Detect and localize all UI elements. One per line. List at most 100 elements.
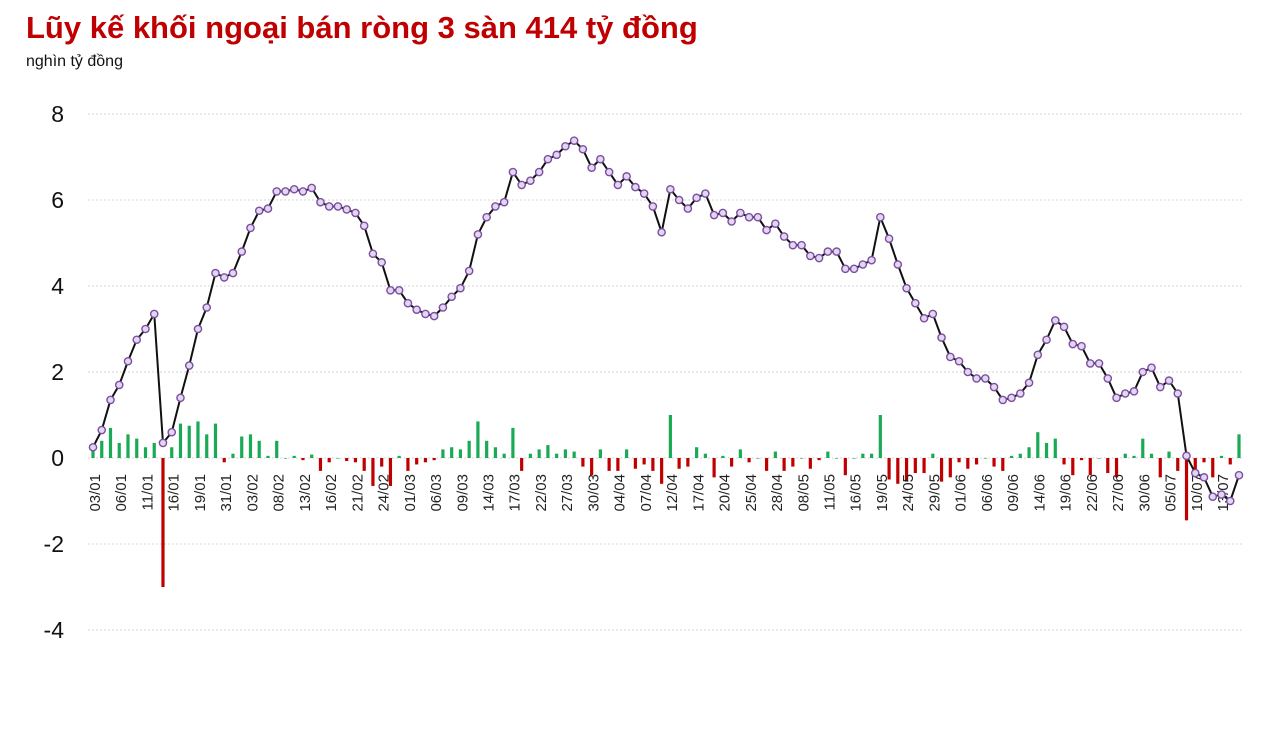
- cumulative-point: [211, 268, 220, 278]
- net-buy-bar: [117, 442, 121, 458]
- cumulative-point: [919, 313, 929, 323]
- cumulative-point: [771, 219, 780, 228]
- cumulative-point: [989, 382, 999, 392]
- net-sell-bar: [712, 458, 716, 478]
- cumulative-point: [701, 189, 710, 198]
- cumulative-point: [394, 285, 404, 295]
- cumulative-point: [596, 154, 605, 164]
- net-sell-bar: [1071, 458, 1075, 476]
- net-buy-bar: [826, 451, 830, 458]
- cumulative-point: [289, 184, 299, 194]
- net-buy-bar: [931, 453, 935, 458]
- cumulative-point: [508, 167, 518, 177]
- x-tick-label: 01/06: [953, 474, 970, 512]
- net-sell-bar: [1079, 458, 1084, 461]
- x-tick-label: 12/04: [664, 474, 681, 512]
- cumulative-point: [631, 182, 640, 192]
- net-buy-bar: [248, 434, 253, 458]
- cumulative-point: [228, 268, 238, 278]
- y-tick-label: 4: [51, 273, 64, 299]
- net-buy-bar: [546, 445, 550, 458]
- net-buy-bar: [126, 434, 130, 458]
- net-buy-bar: [983, 458, 987, 459]
- cumulative-point: [666, 184, 675, 194]
- cumulative-point: [377, 258, 386, 267]
- net-buy-bar: [476, 421, 480, 458]
- net-buy-bar: [572, 451, 576, 458]
- cumulative-point: [184, 361, 194, 370]
- net-sell-bar: [922, 458, 926, 474]
- net-sell-bar: [371, 458, 375, 486]
- net-buy-bar: [135, 438, 139, 458]
- net-buy-bar: [91, 447, 95, 458]
- cumulative-line-series: [92, 139, 1240, 502]
- cumulative-line-points: [88, 136, 1244, 506]
- x-tick-label: 20/04: [717, 474, 734, 512]
- x-tick-label: 14/03: [480, 474, 497, 512]
- x-tick-label: 30/03: [585, 474, 602, 512]
- cumulative-point: [841, 264, 850, 274]
- cumulative-point: [552, 150, 561, 160]
- net-sell-bar: [765, 458, 769, 471]
- net-sell-bar: [423, 458, 428, 463]
- net-buy-bar: [1219, 455, 1224, 458]
- net-buy-bar: [1132, 455, 1136, 458]
- cumulative-point: [123, 356, 133, 366]
- x-tick-label: 31/01: [218, 474, 235, 512]
- x-tick-label: 19/01: [192, 474, 209, 512]
- cumulative-point: [1199, 473, 1209, 482]
- cumulative-point: [954, 356, 964, 366]
- x-tick-label: 17/04: [690, 474, 707, 512]
- cumulative-point: [324, 202, 334, 211]
- net-buy-bar: [756, 458, 760, 459]
- cumulative-point: [718, 208, 728, 218]
- cumulative-point: [526, 176, 535, 185]
- cumulative-point: [359, 221, 369, 231]
- cumulative-point: [1208, 492, 1218, 502]
- cumulative-point: [438, 303, 448, 312]
- cumulative-point: [736, 208, 745, 218]
- cumulative-point: [473, 230, 483, 239]
- cumulative-point: [1050, 316, 1060, 325]
- net-sell-bar: [1193, 458, 1197, 476]
- net-buy-bar: [668, 415, 672, 458]
- cumulative-point: [1120, 389, 1130, 398]
- cumulative-point: [762, 225, 771, 235]
- net-sell-bar: [730, 458, 734, 467]
- x-tick-label: 19/05: [874, 474, 891, 512]
- cumulative-point: [149, 309, 159, 319]
- net-buy-bar: [257, 440, 261, 458]
- net-sell-bar: [896, 458, 900, 484]
- net-sell-bar: [1176, 458, 1180, 471]
- cumulative-point: [788, 240, 798, 250]
- cumulative-point: [578, 144, 588, 154]
- net-sell-bar: [843, 458, 847, 476]
- x-tick-label: 08/02: [271, 474, 288, 512]
- net-sell-bar: [362, 458, 366, 471]
- net-sell-bar: [353, 458, 358, 463]
- net-sell-bar: [327, 458, 331, 463]
- x-tick-label: 27/03: [559, 474, 576, 512]
- x-tick-label: 25/04: [743, 474, 760, 512]
- cumulative-point: [823, 247, 833, 256]
- cumulative-point: [316, 197, 325, 207]
- x-tick-label: 16/05: [848, 474, 865, 512]
- net-sell-bar: [581, 458, 585, 467]
- net-sell-bar: [1202, 458, 1206, 463]
- net-sell-bar: [1184, 458, 1189, 521]
- cumulative-point: [333, 202, 343, 211]
- net-buy-bar: [170, 447, 174, 458]
- net-buy-bar: [563, 449, 567, 458]
- net-buy-bar: [108, 427, 113, 458]
- net-buy-bar: [1018, 453, 1022, 458]
- cumulative-point: [263, 204, 273, 213]
- net-buy-bar: [738, 449, 742, 458]
- net-sell-bar: [651, 458, 655, 471]
- x-tick-label: 22/03: [533, 474, 550, 512]
- net-buy-bar: [625, 449, 629, 458]
- net-buy-bar: [458, 449, 463, 458]
- cumulative-point: [1085, 359, 1095, 368]
- net-sell-bar: [1114, 458, 1119, 478]
- net-sell-bar: [345, 458, 349, 462]
- net-buy-bar: [441, 449, 445, 458]
